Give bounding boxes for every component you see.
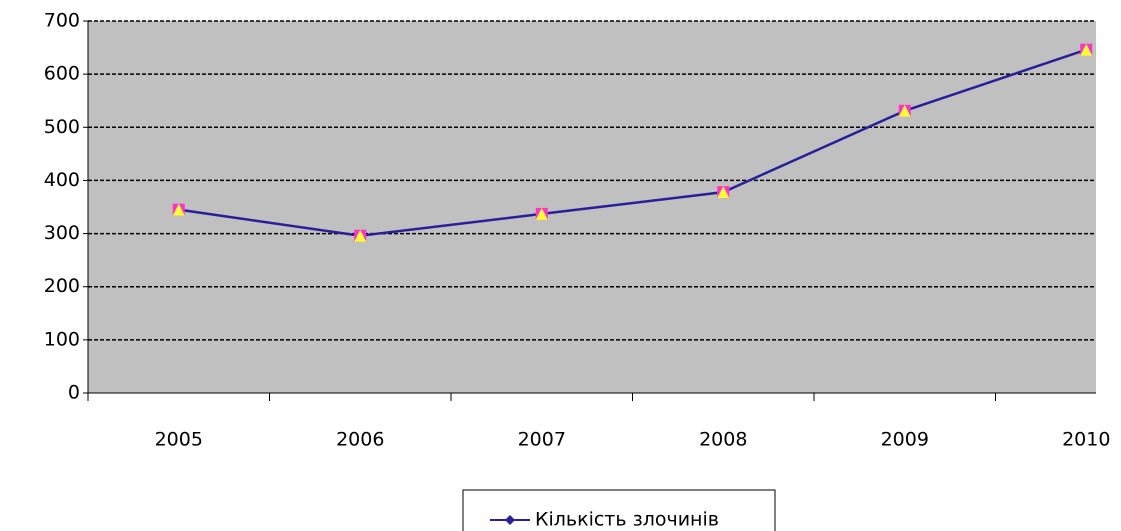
y-tick-label: 700 (44, 10, 80, 32)
y-tick-label: 600 (44, 63, 80, 85)
y-tick-label: 100 (44, 328, 80, 350)
marker-triangle (535, 207, 548, 220)
marker-triangle (717, 186, 730, 199)
x-tick-label: 2009 (881, 429, 929, 451)
point-marker (354, 229, 367, 242)
point-marker (898, 104, 911, 117)
point-marker (717, 186, 730, 199)
legend-marker (505, 515, 515, 525)
x-tick-label: 2008 (699, 429, 747, 451)
y-tick-label: 300 (44, 222, 80, 244)
y-tick-label: 400 (44, 169, 80, 191)
x-tick-label: 2006 (336, 429, 384, 451)
point-marker (535, 207, 548, 220)
x-tick-label: 2007 (518, 429, 566, 451)
marker-triangle (354, 229, 367, 242)
y-tick-label: 500 (44, 116, 80, 138)
marker-triangle (1080, 43, 1093, 56)
x-tick-label: 2005 (155, 429, 203, 451)
point-marker (1080, 43, 1093, 56)
marker-triangle (172, 203, 185, 216)
marker-triangle (898, 104, 911, 117)
y-tick-label: 0 (68, 382, 80, 404)
point-marker (172, 203, 185, 216)
legend-label: Кількість злочинів (535, 509, 719, 531)
line (178, 48, 1087, 237)
legend-box (462, 489, 776, 531)
y-tick-label: 200 (44, 275, 80, 297)
x-tick-label: 2010 (1062, 429, 1110, 451)
